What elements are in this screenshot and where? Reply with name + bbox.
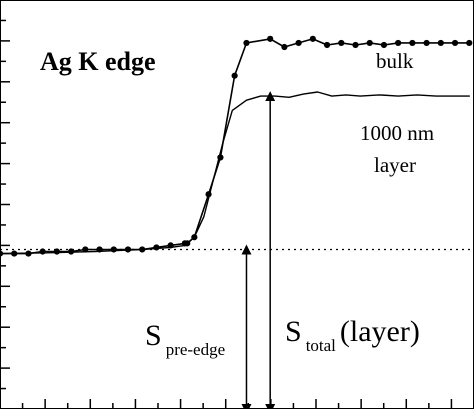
bulk-point [39, 248, 46, 255]
bulk-point [423, 39, 430, 47]
bulk-point [380, 41, 388, 49]
bulk-point [366, 39, 373, 47]
bulk-point [267, 35, 274, 42]
pre-edge-subscript: pre-edge [166, 340, 225, 359]
total-subscript: total [306, 336, 336, 355]
bulk-label: bulk [376, 49, 414, 73]
axis-ticks [0, 19, 453, 409]
bulk-point [338, 39, 345, 47]
layer-label-line-1: 1000 nm [360, 121, 434, 145]
pre-edge-symbol: S [145, 319, 162, 352]
bulk-point [295, 39, 302, 47]
bulk-point [409, 39, 416, 47]
total-suffix: (layer) [340, 315, 420, 348]
chart-title: Ag K edge [40, 47, 156, 76]
bulk-point [395, 39, 402, 47]
bulk-point [153, 244, 160, 251]
bulk-point [309, 35, 316, 42]
total-symbol: S [285, 315, 302, 348]
annotation-group [241, 91, 276, 414]
bulk-point [451, 39, 459, 47]
total-label: S total (layer) [285, 315, 420, 355]
bulk-point [323, 41, 331, 49]
bulk-point [243, 39, 250, 47]
bulk-point [281, 43, 288, 51]
series-group [0, 35, 473, 257]
pre-edge-label: S pre-edge [145, 319, 225, 359]
bulk-point [437, 39, 444, 47]
bulk-point [110, 246, 117, 253]
bulk-point [53, 248, 60, 255]
layer-label-line-2: layer [374, 153, 416, 177]
bulk-point [352, 41, 359, 49]
bulk-point [231, 72, 238, 79]
bulk-point [466, 39, 473, 47]
